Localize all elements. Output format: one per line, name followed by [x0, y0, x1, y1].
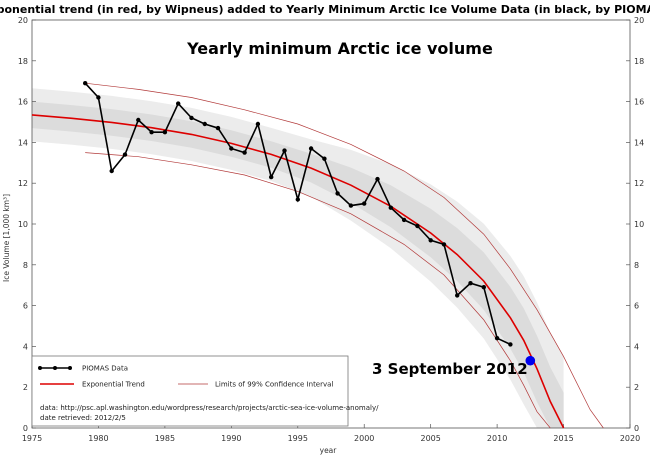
piomas-data-point: [401, 217, 407, 223]
x-tick-label: 2020: [620, 434, 640, 443]
y-tick-label-right: 8: [634, 261, 639, 270]
y-tick-label-left: 14: [18, 138, 28, 147]
legend-date-retrieved: date retrieved: 2012/2/5: [40, 414, 126, 422]
y-tick-label-left: 6: [23, 302, 28, 311]
legend: PIOMAS Data Exponential Trend Limits of …: [31, 355, 379, 427]
y-tick-label-left: 0: [23, 424, 28, 433]
piomas-data-point: [109, 168, 114, 174]
y-axis-label: Ice Volume [1,000 km³]: [2, 194, 11, 282]
y-tick-label-left: 12: [18, 179, 28, 188]
series-layer: [31, 81, 604, 429]
x-tick-label: 1990: [221, 434, 241, 443]
y-tick-label-left: 16: [18, 98, 28, 107]
piomas-data-point: [189, 115, 194, 121]
piomas-data-point: [455, 293, 460, 298]
legend-label-limits: Limits of 99% Confidence Interval: [215, 381, 333, 389]
y-tick-label-right: 12: [634, 179, 644, 188]
piomas-data-point: [149, 130, 154, 135]
piomas-data-point: [322, 156, 327, 161]
piomas-data-point: [282, 148, 287, 153]
piomas-data-point: [335, 191, 340, 196]
legend-label-trend: Exponential Trend: [82, 381, 145, 389]
piomas-data-point: [348, 203, 354, 208]
piomas-data-point: [441, 242, 447, 247]
y-tick-label-right: 18: [634, 57, 644, 66]
piomas-data-point: [308, 146, 314, 151]
x-tick-label: 2005: [420, 434, 440, 443]
piomas-data-point: [242, 150, 247, 155]
piomas-data-point: [255, 121, 261, 127]
y-tick-label-left: 20: [18, 16, 28, 25]
legend-data-source: data: http://psc.apl.washington.edu/word…: [40, 404, 379, 412]
y-tick-label-left: 2: [23, 383, 28, 392]
piomas-data-point: [468, 281, 473, 286]
y-tick-label-right: 4: [634, 342, 639, 351]
x-tick-label: 1975: [22, 434, 42, 443]
legend-label-piomas: PIOMAS Data: [82, 365, 128, 373]
confidence-band-inner: [32, 101, 564, 428]
piomas-data-point: [428, 238, 433, 243]
piomas-data-point: [295, 197, 300, 202]
piomas-data-point: [229, 146, 234, 151]
legend-marker-piomas: [38, 366, 42, 370]
piomas-data-point: [215, 125, 221, 131]
x-axis-label: year: [320, 446, 338, 455]
piomas-data-point: [508, 342, 513, 347]
piomas-data-point: [269, 174, 274, 180]
y-tick-label-left: 8: [23, 261, 28, 270]
y-tick-label-right: 16: [634, 98, 644, 107]
piomas-data-point: [375, 176, 380, 182]
confidence-limit-lower: [85, 152, 551, 429]
x-tick-label: 1995: [288, 434, 308, 443]
y-tick-label-left: 4: [23, 342, 28, 351]
x-tick-label: 2015: [553, 434, 573, 443]
chart-top-title: Exponential trend (in red, by Wipneus) a…: [0, 3, 650, 16]
legend-marker-piomas: [68, 366, 72, 370]
y-tick-label-left: 10: [18, 220, 28, 229]
highlight-point: [525, 355, 536, 366]
y-tick-label-right: 10: [634, 220, 644, 229]
confidence-band: [32, 88, 564, 429]
piomas-data-point: [136, 117, 141, 123]
legend-marker-piomas: [53, 366, 57, 370]
x-tick-label: 1985: [155, 434, 175, 443]
piomas-data-point: [388, 205, 393, 210]
piomas-data-point: [83, 81, 88, 86]
y-tick-label-right: 20: [634, 16, 644, 25]
x-tick-label: 2010: [487, 434, 507, 443]
piomas-data-point: [122, 152, 128, 157]
y-tick-label-right: 2: [634, 383, 639, 392]
y-tick-label-right: 0: [634, 424, 639, 433]
piomas-data-point: [202, 121, 207, 127]
piomas-data-point: [96, 95, 101, 100]
piomas-data-point: [176, 101, 181, 106]
highlight-annotation: 3 September 2012: [372, 360, 528, 378]
piomas-data-point: [362, 201, 367, 206]
y-tick-label-right: 6: [634, 302, 639, 311]
piomas-data-point: [481, 285, 486, 290]
y-tick-label-left: 18: [18, 57, 28, 66]
chart-subtitle: Yearly minimum Arctic ice volume: [186, 39, 493, 58]
legend-box: [31, 355, 349, 427]
piomas-data-point: [162, 130, 168, 135]
confidence-limit-upper: [85, 82, 604, 429]
y-tick-label-right: 14: [634, 138, 644, 147]
piomas-data-point: [494, 336, 500, 341]
x-tick-label: 1980: [88, 434, 108, 443]
x-tick-label: 2000: [354, 434, 374, 443]
piomas-data-point: [415, 223, 420, 229]
